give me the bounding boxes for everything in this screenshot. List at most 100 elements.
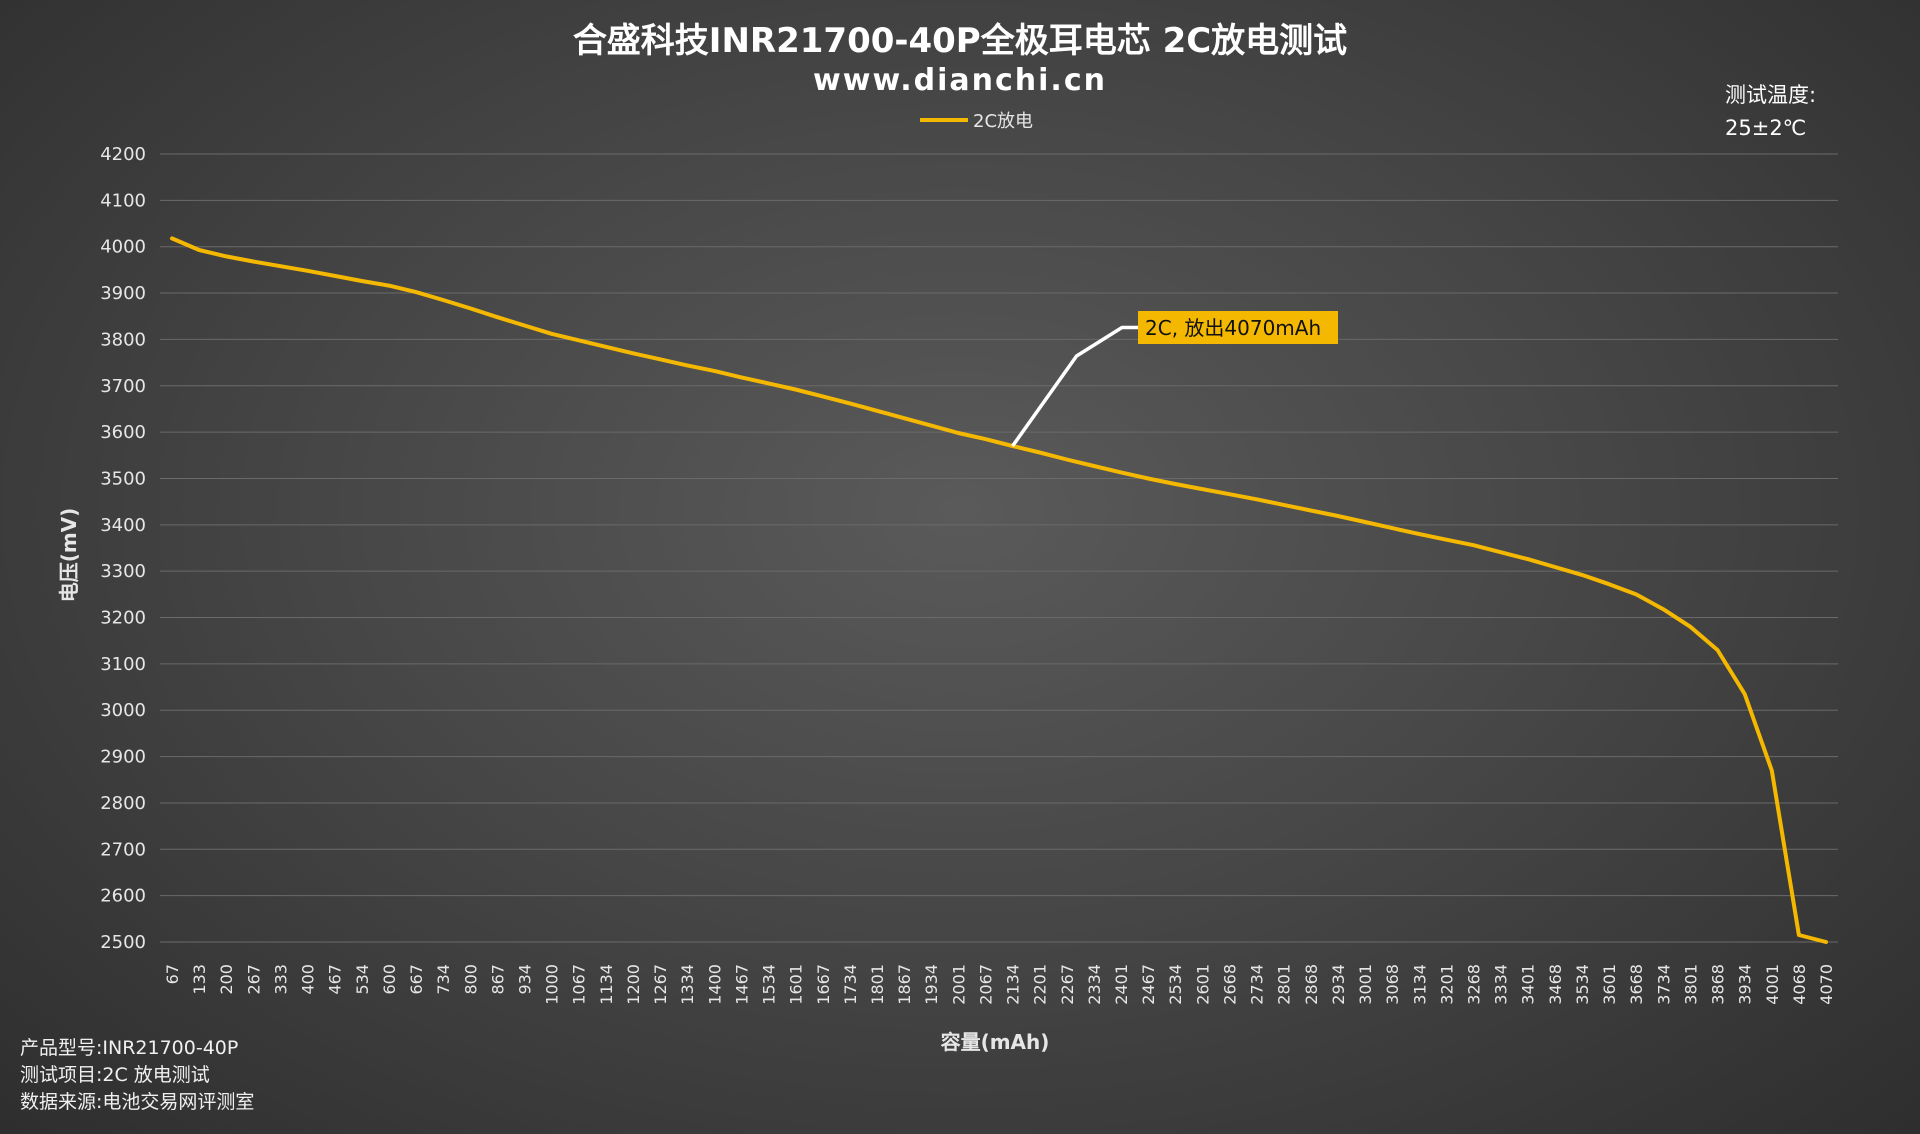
x-tick-label: 2801: [1275, 964, 1294, 1005]
x-tick-label: 400: [299, 964, 318, 995]
x-tick-label: 3468: [1546, 964, 1565, 1005]
x-tick-label: 2934: [1329, 964, 1348, 1005]
x-tick-label: 3668: [1627, 964, 1646, 1005]
y-tick-label: 2700: [100, 839, 146, 860]
x-tick-label: 1467: [732, 964, 751, 1005]
x-tick-label: 3401: [1519, 964, 1538, 1005]
x-tick-label: 267: [244, 964, 263, 995]
x-tick-label: 3534: [1573, 964, 1592, 1005]
annotation-text: 2C, 放出4070mAh: [1145, 316, 1321, 340]
x-tick-label: 3734: [1654, 964, 1673, 1005]
y-tick-label: 3400: [100, 515, 146, 536]
x-tick-label: 1400: [705, 964, 724, 1005]
x-tick-label: 333: [271, 964, 290, 995]
x-tick-label: 1601: [787, 964, 806, 1005]
y-tick-label: 4200: [100, 144, 146, 165]
x-tick-label: 934: [515, 964, 534, 995]
x-tick-label: 1667: [814, 964, 833, 1005]
x-tick-label: 467: [326, 964, 345, 995]
x-tick-label: 4070: [1817, 964, 1836, 1005]
info-model: 产品型号:INR21700-40P: [20, 1037, 238, 1059]
y-tick-label: 3900: [100, 283, 146, 304]
x-tick-label: 3068: [1383, 964, 1402, 1005]
y-tick-label: 3600: [100, 422, 146, 443]
info-data-source: 数据来源:电池交易网评测室: [20, 1091, 254, 1113]
x-tick-label: 4068: [1790, 964, 1809, 1005]
x-tick-label: 2267: [1058, 964, 1077, 1005]
x-tick-label: 3334: [1492, 964, 1511, 1005]
x-tick-label: 534: [353, 964, 372, 995]
x-tick-label: 2668: [1220, 964, 1239, 1005]
y-tick-label: 2600: [100, 886, 146, 907]
x-axis-label: 容量(mAh): [941, 1030, 1050, 1054]
x-tick-label: 1334: [678, 964, 697, 1005]
x-tick-label: 2534: [1166, 964, 1185, 1005]
y-tick-label: 3500: [100, 468, 146, 489]
x-tick-label: 1134: [597, 964, 616, 1005]
x-tick-label: 2067: [976, 964, 995, 1005]
temperature-label: 测试温度:: [1725, 83, 1816, 107]
x-tick-label: 800: [461, 964, 480, 995]
x-tick-label: 3934: [1736, 964, 1755, 1005]
x-tick-label: 3601: [1600, 964, 1619, 1005]
x-tick-label: 67: [163, 964, 182, 984]
x-tick-label: 600: [380, 964, 399, 995]
y-tick-label: 3300: [100, 561, 146, 582]
x-tick-label: 2734: [1248, 964, 1267, 1005]
x-tick-label: 3001: [1356, 964, 1375, 1005]
x-tick-label: 1934: [922, 964, 941, 1005]
y-tick-label: 2500: [100, 932, 146, 953]
x-tick-label: 667: [407, 964, 426, 995]
temperature-value: 25±2℃: [1725, 116, 1806, 140]
x-tick-label: 2401: [1112, 964, 1131, 1005]
info-test-item: 测试项目:2C 放电测试: [20, 1064, 210, 1086]
info-block: 产品型号:INR21700-40P 测试项目:2C 放电测试 数据来源:电池交易…: [20, 1037, 254, 1113]
x-tick-label: 2467: [1139, 964, 1158, 1005]
x-tick-label: 2134: [1004, 964, 1023, 1005]
x-tick-label: 867: [488, 964, 507, 995]
y-axis-ticks: 2500 2600 2700 2800 2900 3000 3100 3200 3300 3400…: [100, 144, 146, 953]
x-tick-label: 3201: [1437, 964, 1456, 1005]
x-tick-label: 2601: [1193, 964, 1212, 1005]
x-tick-label: 1801: [868, 964, 887, 1005]
chart-subtitle: www.dianchi.cn: [813, 63, 1107, 98]
y-tick-label: 4100: [100, 190, 146, 211]
x-tick-label: 3801: [1681, 964, 1700, 1005]
x-tick-label: 3134: [1410, 964, 1429, 1005]
legend: 2C放电: [920, 111, 1033, 132]
annotation-leader-line: [1011, 325, 1138, 448]
x-tick-label: 2868: [1302, 964, 1321, 1005]
y-tick-label: 3000: [100, 700, 146, 721]
x-tick-label: 2201: [1031, 964, 1050, 1005]
y-tick-label: 3100: [100, 654, 146, 675]
x-tick-label: 200: [217, 964, 236, 995]
x-axis-ticks: 67 133 200 267 333 400 467 534 600 667 734 800 867 93…: [163, 964, 1836, 1005]
y-tick-label: 2800: [100, 793, 146, 814]
series-line-2c-discharge: [170, 236, 1828, 944]
x-tick-label: 2334: [1085, 964, 1104, 1005]
chart-title: 合盛科技INR21700-40P全极耳电芯 2C放电测试: [573, 21, 1347, 61]
x-tick-label: 1067: [570, 964, 589, 1005]
x-tick-label: 1734: [841, 964, 860, 1005]
x-tick-label: 1534: [760, 964, 779, 1005]
gridlines: [160, 153, 1838, 943]
y-tick-label: 3200: [100, 608, 146, 629]
annotation: 2C, 放出4070mAh: [1011, 311, 1338, 448]
y-axis-label: 电压(mV): [57, 508, 81, 603]
x-tick-label: 1000: [543, 964, 562, 1005]
y-tick-label: 2900: [100, 747, 146, 768]
y-tick-label: 3800: [100, 329, 146, 350]
x-tick-label: 1200: [624, 964, 643, 1005]
legend-label: 2C放电: [973, 111, 1033, 132]
y-tick-label: 4000: [100, 237, 146, 258]
x-tick-label: 133: [190, 964, 209, 995]
x-tick-label: 1867: [895, 964, 914, 1005]
x-tick-label: 2001: [949, 964, 968, 1005]
x-tick-label: 4001: [1763, 964, 1782, 1005]
x-tick-label: 3268: [1465, 964, 1484, 1005]
x-tick-label: 1267: [651, 964, 670, 1005]
annotation-box: [1138, 311, 1338, 344]
x-tick-label: 734: [434, 964, 453, 995]
x-tick-label: 3868: [1709, 964, 1728, 1005]
